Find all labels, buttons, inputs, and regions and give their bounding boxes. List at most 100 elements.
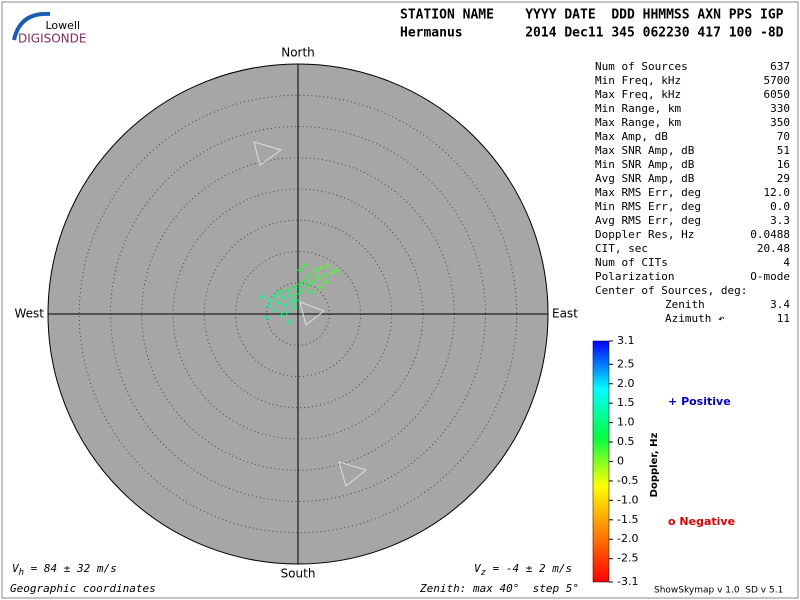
source-point: [325, 262, 331, 269]
stat-value: 5700: [764, 74, 791, 87]
stat-value: 3.3: [770, 214, 790, 227]
source-point: [278, 312, 285, 319]
colorbar-tick-label: -2.0: [617, 532, 638, 545]
colorbar-tick-label: -0.5: [617, 474, 638, 487]
source-point: [263, 314, 270, 321]
source-point: [293, 291, 300, 297]
stat-value: 637: [770, 60, 790, 73]
colorbar-tick-label: -1.0: [617, 493, 638, 506]
zenith-text: Zenith: max 40° step 5°: [419, 582, 579, 595]
source-point: [275, 299, 281, 306]
source-point: [283, 309, 290, 316]
legend-marker: o: [668, 515, 676, 528]
colorbar-label: Doppler, Hz: [649, 433, 660, 498]
stat-label: Max RMS Err, deg: [595, 186, 701, 199]
source-point: [286, 292, 293, 299]
stat-value: 70: [777, 130, 790, 143]
source-point: [301, 277, 308, 284]
colorbar-tick-label: 2.5: [617, 357, 635, 370]
stat-value: 330: [770, 102, 790, 115]
stat-value: 29: [777, 172, 790, 185]
stat-value: O-mode: [750, 270, 790, 283]
source-point: [296, 267, 303, 274]
source-point: [291, 284, 298, 291]
logo-bottom: DIGISONDE: [18, 32, 86, 46]
stat-label: Min RMS Err, deg: [595, 200, 701, 213]
vh-sub: h: [19, 568, 24, 578]
stat-label: CIT, sec: [595, 242, 648, 255]
source-point: [271, 307, 278, 314]
legend-marker: +: [668, 395, 677, 408]
stat-label: Num of Sources: [595, 60, 688, 73]
stat-value: 20.48: [757, 242, 790, 255]
stat-label: Doppler Res, Hz: [595, 228, 694, 241]
stat-value: 350: [770, 116, 790, 129]
vz-sub: z: [481, 568, 486, 578]
source-point: [316, 284, 323, 291]
source-point: [330, 269, 336, 276]
vz-symbol: V: [474, 562, 482, 575]
direction-label: South: [281, 567, 316, 581]
stat-label: Min Freq, kHz: [595, 74, 681, 87]
colorbar-tick-label: 2.0: [617, 377, 635, 390]
direction-label: East: [552, 307, 578, 321]
stat-label: Avg RMS Err, deg: [595, 214, 701, 227]
stat-label: Max Range, km: [595, 116, 681, 129]
stat-label: Min Range, km: [595, 102, 681, 115]
stat-heading: Center of Sources, deg:: [595, 284, 747, 297]
vh-symbol: V: [12, 562, 20, 575]
source-point: [280, 294, 286, 301]
stat-value: 0.0488: [750, 228, 790, 241]
source-point: [291, 304, 298, 311]
source-point: [271, 292, 278, 299]
stat-label: Max SNR Amp, dB: [595, 144, 695, 157]
antenna-marker: [338, 461, 368, 487]
source-point: [321, 272, 328, 279]
antenna-marker: [253, 141, 283, 166]
stat-label: Zenith: [665, 298, 705, 311]
header-line: Hermanus 2014 Dec11 345 062230 417 100 -…: [400, 26, 784, 41]
source-point: [323, 279, 330, 286]
stat-label: Max Freq, kHz: [595, 88, 681, 101]
colorbar-tick-label: -1.5: [617, 513, 638, 526]
source-point: [286, 319, 293, 326]
source-point: [266, 297, 273, 304]
stat-value: 16: [777, 158, 790, 171]
vz-text: Vz = -4 ± 2 m/s: [474, 562, 572, 578]
vz-value: = -4 ± 2 m/s: [486, 562, 572, 575]
source-point: [313, 267, 320, 274]
colorbar-tick-label: 0: [617, 455, 624, 468]
stat-value: 4: [783, 256, 790, 269]
colorbar-tick-label: -3.1: [617, 575, 638, 588]
source-point: [296, 281, 303, 287]
colorbar-tick-label: 1.5: [617, 396, 635, 409]
stat-value: 6050: [764, 88, 791, 101]
logo-top: Lowell: [45, 19, 80, 32]
source-point: [298, 287, 305, 294]
source-point: [288, 299, 295, 306]
stat-label: Avg SNR Amp, dB: [595, 172, 695, 185]
stat-label: Polarization: [595, 270, 674, 283]
stat-value: 12.0: [764, 186, 791, 199]
vh-text: Vh = 84 ± 32 m/s: [12, 562, 117, 578]
version-text: ShowSkymap v 1.0 SD v 5.1: [654, 586, 783, 596]
legend-label: Positive: [681, 395, 731, 408]
source-point: [305, 282, 311, 289]
stat-label: Azimuth ↶: [665, 312, 725, 325]
colorbar: [592, 340, 610, 583]
legend-label: Negative: [679, 515, 735, 528]
source-point: [276, 289, 283, 296]
colorbar-tick-label: 0.5: [617, 435, 635, 448]
source-point: [258, 294, 265, 301]
stat-value: 3.4: [770, 298, 790, 311]
source-point: [301, 262, 308, 269]
source-point: [310, 279, 316, 286]
source-point: [308, 289, 315, 296]
colorbar-tick-label: 1.0: [617, 416, 635, 429]
antenna-marker: [299, 301, 326, 326]
stat-label: Max Amp, dB: [595, 130, 668, 143]
source-point: [306, 272, 313, 279]
source-point: [315, 274, 321, 281]
stat-value: 11: [777, 312, 790, 325]
